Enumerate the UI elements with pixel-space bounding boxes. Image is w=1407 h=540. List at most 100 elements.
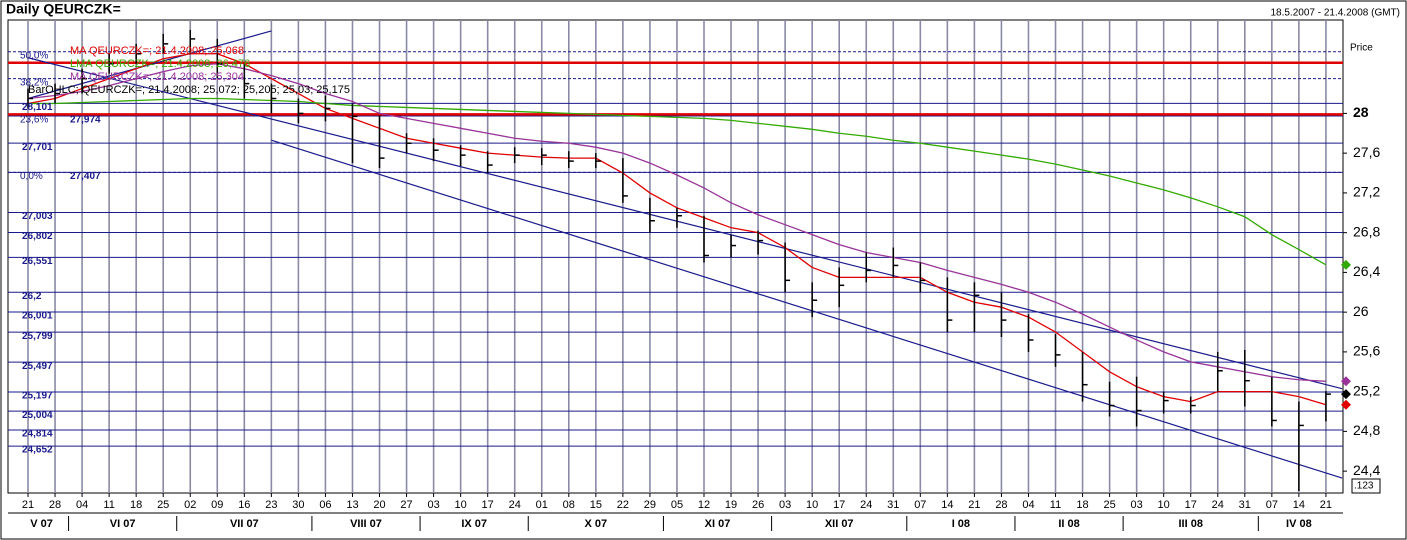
trendline [27, 30, 272, 100]
month-label: VII 07 [230, 518, 259, 530]
x-tick-label: 07 [1266, 499, 1278, 511]
x-tick-label: 22 [617, 499, 629, 511]
legend-entry: LMA QEURCZK=; 21.4.2008; 26,476 [70, 58, 250, 70]
y-tick-label: 27,2 [1353, 184, 1380, 200]
y-tick-label: 28 [1353, 104, 1369, 120]
x-tick-label: 18 [130, 499, 142, 511]
x-tick-label: 04 [76, 499, 88, 511]
plot [8, 20, 1343, 493]
x-tick-label: 03 [779, 499, 791, 511]
x-tick-label: 31 [887, 499, 899, 511]
month-label: X 07 [585, 518, 608, 530]
x-tick-label: 28 [995, 499, 1007, 511]
x-tick-label: 05 [671, 499, 683, 511]
x-tick-label: 16 [238, 499, 250, 511]
x-tick-label: 09 [211, 499, 223, 511]
corner-box [1351, 478, 1381, 494]
last-value-marker [1341, 389, 1351, 400]
month-label: I 08 [952, 518, 970, 530]
x-tick-label: 27 [400, 499, 412, 511]
y-axis-label: Price [1350, 43, 1373, 54]
fib-label: 0,0% [20, 171, 43, 182]
y-tick-label: 26,8 [1353, 223, 1380, 239]
x-tick-label: 14 [941, 499, 953, 511]
month-label: VIII 07 [350, 518, 382, 530]
x-tick-label: 06 [319, 499, 331, 511]
level-label: 26,802 [22, 231, 53, 242]
x-tick-label: 29 [644, 499, 656, 511]
level-label: 25,497 [22, 361, 53, 372]
level-label: 27,974 [70, 115, 101, 126]
x-tick-label: 26 [752, 499, 764, 511]
x-tick-label: 07 [914, 499, 926, 511]
month-label: IX 07 [461, 518, 487, 530]
x-tick-label: 24 [860, 499, 872, 511]
level-label: 25,004 [22, 410, 53, 421]
level-label: 25,799 [22, 331, 53, 342]
y-tick-label: 24,8 [1353, 422, 1380, 438]
chart-subtitle: 18.5.2007 - 21.4.2008 (GMT) [1270, 8, 1400, 19]
x-tick-label: 10 [1158, 499, 1170, 511]
x-tick-label: 30 [292, 499, 304, 511]
month-label: XI 07 [705, 518, 731, 530]
x-tick-label: 14 [1293, 499, 1305, 511]
x-tick-label: 21 [22, 499, 34, 511]
fib-label: 23,6% [20, 115, 48, 126]
x-tick-label: 02 [184, 499, 196, 511]
level-label: 26,001 [22, 311, 53, 322]
x-tick-label: 15 [590, 499, 602, 511]
x-tick-label: 31 [1239, 499, 1251, 511]
x-tick-label: 24 [1212, 499, 1224, 511]
month-label: V 07 [30, 518, 53, 530]
legend-entry: MA QEURCZK=; 21.4.2008; 25,304 [70, 71, 244, 83]
x-tick-label: 10 [455, 499, 467, 511]
level-label: 27,407 [70, 171, 101, 182]
level-label: 26,551 [22, 256, 53, 267]
x-tick-label: 13 [346, 499, 358, 511]
fib-label: 50,0% [20, 50, 48, 61]
last-value-marker [1341, 399, 1351, 410]
month-label: II 08 [1058, 518, 1079, 530]
x-tick-label: 11 [103, 499, 114, 511]
x-tick-label: 25 [1103, 499, 1115, 511]
x-tick-label: 24 [509, 499, 521, 511]
month-label: XII 07 [825, 518, 854, 530]
x-tick-label: 04 [1022, 499, 1034, 511]
x-tick-label: 18 [1076, 499, 1088, 511]
plot-area [7, 19, 1344, 494]
x-tick-label: 20 [373, 499, 385, 511]
x-tick-label: 11 [1050, 499, 1061, 511]
last-value-marker [1341, 376, 1351, 387]
x-tick-label: 01 [536, 499, 548, 511]
x-tick-label: 08 [563, 499, 575, 511]
level-label: 24,652 [22, 445, 53, 456]
x-tick-label: 25 [157, 499, 169, 511]
y-tick-label: 26,4 [1353, 263, 1380, 279]
level-label: 25,197 [22, 391, 53, 402]
y-tick-label: 26 [1353, 303, 1369, 319]
trendline [271, 139, 1343, 479]
x-tick-label: 21 [1320, 499, 1332, 511]
x-tick-label: 17 [833, 499, 845, 511]
ma-line [28, 97, 1327, 266]
x-tick-label: 12 [698, 499, 710, 511]
y-tick-label: 25,6 [1353, 343, 1380, 359]
level-label: 24,814 [22, 429, 53, 440]
y-tick-label: 24,4 [1353, 462, 1380, 478]
chart-title: Daily QEURCZK= [6, 1, 121, 17]
month-label: IV 08 [1286, 518, 1312, 530]
level-label: 27,701 [22, 142, 53, 153]
x-tick-label: 17 [1185, 499, 1197, 511]
level-label: 27,003 [22, 211, 53, 222]
y-tick-label: 25,2 [1353, 382, 1380, 398]
corner-label: .123 [1354, 481, 1374, 492]
x-tick-label: 19 [725, 499, 737, 511]
month-label: VI 07 [110, 518, 136, 530]
level-label: 28,101 [22, 102, 53, 113]
x-tick-label: 03 [1131, 499, 1143, 511]
level-label: 26,2 [22, 291, 42, 302]
x-tick-label: 03 [427, 499, 439, 511]
last-value-marker [1341, 259, 1351, 270]
